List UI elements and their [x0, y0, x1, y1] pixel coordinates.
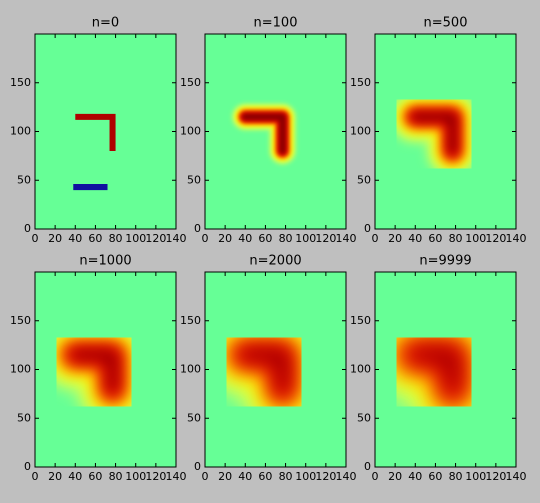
y-tick-label: 100	[350, 125, 371, 138]
chart-title: n=1000	[79, 254, 131, 269]
x-tick-label: 0	[32, 232, 39, 245]
y-tick-label: 0	[364, 222, 371, 235]
x-tick-label: 40	[408, 470, 422, 483]
y-tick-label: 100	[10, 363, 31, 376]
y-tick-label: 0	[194, 460, 201, 473]
y-tick-label: 50	[357, 173, 371, 186]
x-tick-label: 80	[449, 232, 463, 245]
heatmap	[35, 34, 176, 229]
x-tick-label: 40	[68, 232, 82, 245]
chart-title: n=0	[92, 16, 119, 31]
y-tick-label: 50	[17, 411, 31, 424]
x-tick-label: 60	[258, 232, 272, 245]
x-tick-label: 60	[428, 470, 442, 483]
y-tick-label: 150	[180, 314, 201, 327]
x-tick-label: 120	[485, 470, 506, 483]
heatmap	[205, 34, 346, 229]
x-tick-label: 80	[109, 470, 123, 483]
x-tick-label: 0	[32, 470, 39, 483]
x-tick-label: 140	[166, 232, 187, 245]
x-tick-label: 100	[125, 232, 146, 245]
x-tick-label: 20	[218, 470, 232, 483]
hot-source	[75, 113, 116, 151]
y-tick-label: 150	[10, 314, 31, 327]
heatmap	[375, 272, 516, 467]
x-tick-label: 120	[315, 232, 336, 245]
hot-core	[239, 349, 288, 395]
x-tick-label: 100	[295, 470, 316, 483]
x-tick-label: 20	[388, 470, 402, 483]
y-tick-label: 50	[357, 411, 371, 424]
y-tick-label: 100	[180, 125, 201, 138]
x-tick-label: 100	[295, 232, 316, 245]
y-tick-label: 150	[350, 314, 371, 327]
heatmap	[205, 272, 346, 467]
x-tick-label: 120	[145, 232, 166, 245]
x-tick-label: 120	[485, 232, 506, 245]
y-tick-label: 150	[350, 76, 371, 89]
x-tick-label: 20	[48, 470, 62, 483]
x-tick-label: 40	[238, 232, 252, 245]
hot-core	[70, 349, 118, 394]
x-tick-label: 140	[166, 470, 187, 483]
y-tick-label: 0	[24, 222, 31, 235]
x-tick-label: 100	[125, 470, 146, 483]
x-tick-label: 100	[465, 232, 486, 245]
hot-core	[241, 113, 287, 155]
y-tick-label: 0	[24, 460, 31, 473]
heatmap	[35, 272, 176, 467]
x-tick-label: 120	[145, 470, 166, 483]
x-tick-label: 80	[449, 470, 463, 483]
x-tick-label: 140	[336, 470, 357, 483]
heatmap	[375, 34, 516, 229]
x-tick-label: 100	[465, 470, 486, 483]
chart-title: n=9999	[419, 254, 471, 269]
x-tick-label: 60	[428, 232, 442, 245]
y-tick-label: 0	[194, 222, 201, 235]
x-tick-label: 60	[88, 232, 102, 245]
x-tick-label: 20	[388, 232, 402, 245]
x-tick-label: 140	[336, 232, 357, 245]
y-tick-label: 100	[10, 125, 31, 138]
y-tick-label: 100	[350, 363, 371, 376]
chart-title: n=100	[254, 16, 298, 31]
x-tick-label: 0	[202, 232, 209, 245]
x-tick-label: 40	[238, 470, 252, 483]
x-tick-label: 40	[408, 232, 422, 245]
x-tick-label: 80	[279, 232, 293, 245]
x-tick-label: 20	[48, 232, 62, 245]
heatmap-background	[35, 34, 176, 229]
x-tick-label: 60	[88, 470, 102, 483]
x-tick-label: 120	[315, 470, 336, 483]
hot-core	[410, 112, 457, 156]
y-tick-label: 50	[17, 173, 31, 186]
chart-title: n=500	[424, 16, 468, 31]
y-tick-label: 50	[187, 411, 201, 424]
y-tick-label: 150	[180, 76, 201, 89]
x-tick-label: 0	[372, 470, 379, 483]
chart-title: n=2000	[249, 254, 301, 269]
x-tick-label: 80	[109, 232, 123, 245]
y-tick-label: 150	[10, 76, 31, 89]
y-tick-label: 100	[180, 363, 201, 376]
x-tick-label: 140	[506, 470, 527, 483]
x-tick-label: 20	[218, 232, 232, 245]
y-tick-label: 0	[364, 460, 371, 473]
hot-core	[409, 349, 459, 395]
x-tick-label: 80	[279, 470, 293, 483]
x-tick-label: 140	[506, 232, 527, 245]
x-tick-label: 60	[258, 470, 272, 483]
x-tick-label: 0	[372, 232, 379, 245]
x-tick-label: 40	[68, 470, 82, 483]
x-tick-label: 0	[202, 470, 209, 483]
y-tick-label: 50	[187, 173, 201, 186]
